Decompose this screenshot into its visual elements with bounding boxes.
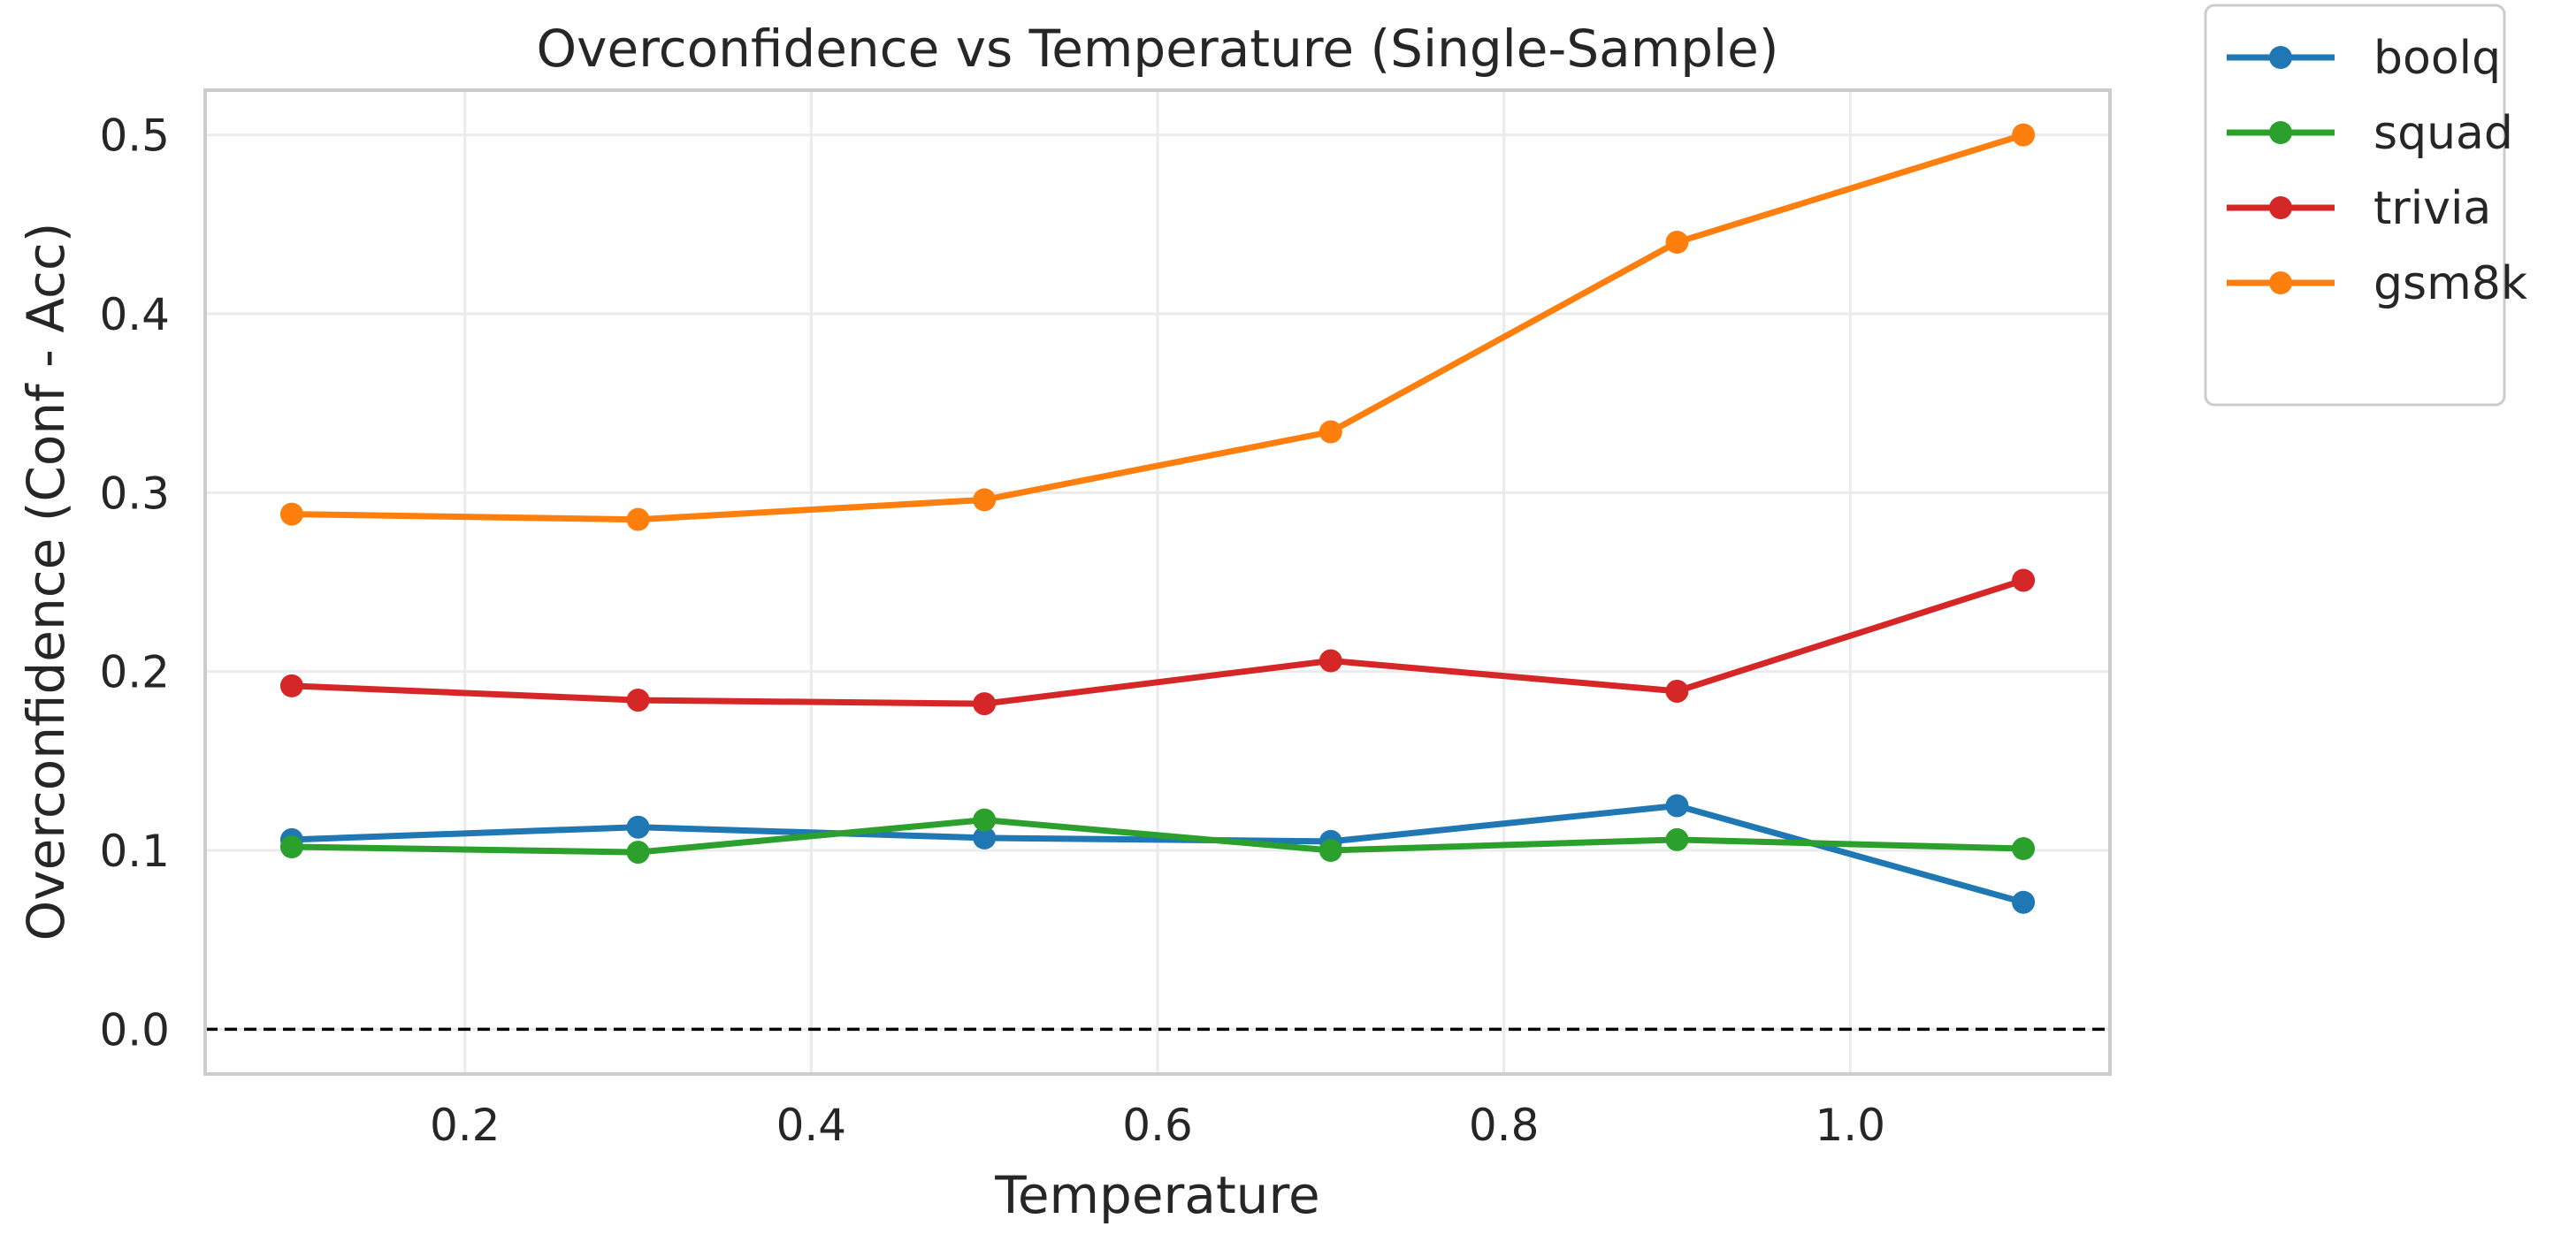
- data-point-trivia: [1665, 679, 1689, 703]
- data-point-squad: [973, 808, 997, 832]
- series-gsm8k: [279, 123, 2036, 531]
- legend-item-gsm8k: gsm8k: [2227, 257, 2527, 310]
- y-tick-label: 0.4: [99, 289, 170, 340]
- legend-item-trivia: trivia: [2227, 182, 2491, 235]
- data-point-trivia: [2012, 568, 2036, 592]
- tick-labels: 0.2 0.4 0.6 0.8 1.0 0.0 0.1 0.2 0.3 0.4 0.5: [99, 110, 1885, 1151]
- data-point-trivia: [626, 689, 650, 712]
- data-point-boolq: [1665, 794, 1689, 818]
- data-point-gsm8k: [1319, 420, 1342, 444]
- series-group: [279, 123, 2036, 914]
- data-point-gsm8k: [626, 507, 650, 531]
- series-squad: [279, 808, 2036, 865]
- x-tick-label: 0.2: [430, 1100, 501, 1151]
- data-point-trivia: [1319, 649, 1342, 673]
- legend-item-squad: squad: [2227, 107, 2513, 160]
- legend-swatch-marker: [2269, 196, 2292, 219]
- grid-lines: [205, 90, 2110, 1074]
- data-point-gsm8k: [973, 488, 997, 512]
- series-line-squad: [288, 817, 2027, 856]
- legend-swatch-marker: [2269, 121, 2292, 144]
- series-line-gsm8k: [288, 132, 2027, 523]
- data-point-squad: [279, 834, 303, 858]
- series-trivia: [279, 568, 2036, 716]
- legend-item-boolq: boolq: [2227, 32, 2501, 85]
- legend-entries: boolq squad trivia gsm8k: [2227, 32, 2527, 310]
- legend-swatch-marker: [2269, 46, 2292, 69]
- x-tick-label: 0.8: [1469, 1100, 1540, 1151]
- legend: boolq squad trivia gsm8k: [2204, 4, 2527, 407]
- legend-frame: [2204, 4, 2506, 407]
- legend-label: squad: [2373, 107, 2513, 160]
- y-tick-label: 0.5: [99, 110, 170, 162]
- y-tick-label: 0.2: [99, 647, 170, 698]
- x-tick-label: 0.4: [776, 1100, 847, 1151]
- data-point-trivia: [279, 674, 303, 697]
- data-point-squad: [1319, 839, 1342, 863]
- x-axis-label: Temperature: [994, 1165, 1319, 1225]
- legend-label: boolq: [2373, 32, 2501, 85]
- x-tick-label: 0.6: [1122, 1100, 1193, 1151]
- legend-label: trivia: [2373, 182, 2491, 235]
- data-point-gsm8k: [2012, 123, 2036, 147]
- y-tick-label: 0.3: [99, 468, 170, 519]
- data-point-boolq: [2012, 890, 2036, 914]
- y-tick-label: 0.1: [99, 826, 170, 877]
- data-point-trivia: [973, 692, 997, 716]
- data-point-squad: [626, 841, 650, 865]
- data-point-gsm8k: [279, 502, 303, 526]
- legend-swatch-marker: [2269, 271, 2292, 294]
- y-axis-label: Overconfidence (Conf - Acc): [16, 223, 76, 941]
- chart-title: Overconfidence vs Temperature (Single-Sa…: [537, 19, 1779, 79]
- data-point-gsm8k: [1665, 231, 1689, 255]
- plot-frame: [203, 88, 2112, 1076]
- series-line-boolq: [288, 803, 2027, 906]
- data-point-squad: [2012, 837, 2036, 861]
- series-line-trivia: [288, 577, 2027, 707]
- legend-label: gsm8k: [2373, 257, 2527, 310]
- data-point-squad: [1665, 827, 1689, 851]
- x-tick-label: 1.0: [1815, 1100, 1886, 1151]
- y-tick-label: 0.0: [99, 1004, 170, 1055]
- data-point-boolq: [626, 815, 650, 839]
- data-point-boolq: [973, 826, 997, 849]
